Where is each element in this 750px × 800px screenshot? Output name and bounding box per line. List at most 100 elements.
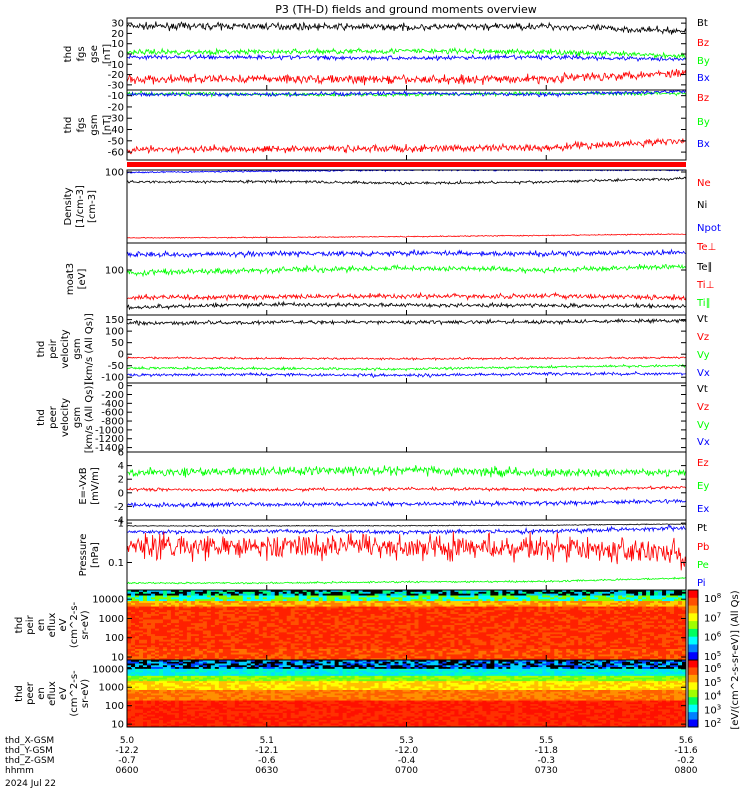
- heatmap-cell: [170, 621, 176, 624]
- heatmap-cell: [178, 604, 184, 608]
- heatmap-cell: [534, 608, 539, 611]
- heatmap-cell: [502, 604, 507, 608]
- heatmap-cell: [558, 608, 563, 611]
- heatmap-cell: [490, 630, 495, 633]
- heatmap-cell: [562, 615, 567, 619]
- heatmap-cell: [274, 630, 280, 633]
- heatmap-cell: [662, 619, 667, 622]
- heatmap-cell: [598, 604, 603, 608]
- heatmap-cell: [270, 601, 276, 604]
- heatmap-cell: [410, 628, 416, 632]
- heatmap-cell: [534, 645, 539, 648]
- heatmap-cell: [538, 628, 543, 632]
- heatmap-cell: [530, 604, 535, 608]
- heatmap-cell: [174, 643, 180, 646]
- heatmap-cell: [306, 610, 312, 613]
- heatmap-cell: [410, 615, 416, 619]
- heatmap-cell: [394, 617, 400, 621]
- heatmap-cell: [310, 621, 316, 624]
- heatmap-cell: [546, 597, 551, 600]
- heatmap-cell: [394, 623, 400, 626]
- heatmap-cell: [238, 608, 244, 611]
- y-axis-label: [km/s (All Qs)]: [84, 382, 95, 454]
- heatmap-cell: [542, 650, 547, 654]
- heatmap-cell: [558, 617, 563, 621]
- heatmap-cell: [186, 599, 192, 602]
- heatmap-cell: [354, 610, 360, 613]
- heatmap-cell: [206, 650, 212, 654]
- heatmap-cell: [182, 632, 188, 635]
- heatmap-cell: [550, 639, 555, 643]
- heatmap-cell: [470, 590, 475, 593]
- heatmap-cell: [378, 628, 384, 632]
- heatmap-cell: [186, 625, 192, 628]
- heatmap-cell: [334, 606, 340, 610]
- heatmap-cell: [466, 625, 471, 628]
- heatmap-cell: [646, 601, 651, 604]
- heatmap-cell: [302, 593, 308, 597]
- heatmap-cell: [518, 606, 523, 610]
- heatmap-cell: [478, 608, 483, 611]
- heatmap-cell: [342, 595, 348, 598]
- y-tick-label: -800: [101, 417, 124, 428]
- heatmap-cell: [462, 608, 467, 611]
- heatmap-cell: [610, 647, 615, 650]
- heatmap-cell: [642, 590, 647, 593]
- heatmap-cell: [450, 632, 456, 635]
- heatmap-cell: [346, 601, 352, 604]
- heatmap-cell: [242, 634, 248, 637]
- heatmap-cell: [426, 597, 432, 600]
- heatmap-cell: [462, 619, 467, 622]
- heatmap-cell: [166, 612, 172, 615]
- heatmap-cell: [598, 590, 603, 593]
- heatmap-cell: [274, 637, 280, 641]
- heatmap-cell: [234, 593, 240, 597]
- heatmap-cell: [246, 647, 252, 650]
- heatmap-cell: [406, 621, 412, 624]
- heatmap-cell: [162, 643, 168, 646]
- heatmap-cell: [174, 632, 180, 635]
- series-Bz: [127, 68, 686, 86]
- heatmap-cell: [474, 595, 479, 598]
- heatmap-cell: [394, 612, 400, 615]
- heatmap-cell: [298, 591, 304, 595]
- heatmap-cell: [358, 639, 364, 643]
- heatmap-cell: [542, 593, 547, 597]
- heatmap-cell: [426, 621, 432, 624]
- heatmap-cell: [290, 590, 296, 593]
- heatmap-cell: [158, 599, 164, 602]
- heatmap-cell: [442, 632, 448, 635]
- heatmap-cell: [570, 637, 575, 641]
- heatmap-cell: [266, 628, 272, 632]
- heatmap-cell: [454, 625, 459, 628]
- heatmap-cell: [598, 619, 603, 622]
- heatmap-cell: [246, 619, 252, 622]
- heatmap-cell: [418, 593, 424, 597]
- heatmap-cell: [618, 650, 623, 654]
- heatmap-cell: [626, 647, 631, 650]
- heatmap-cell: [206, 621, 212, 624]
- heatmap-cell: [238, 606, 244, 610]
- heatmap-cell: [618, 634, 623, 637]
- heatmap-cell: [354, 593, 360, 597]
- heatmap-cell: [306, 595, 312, 598]
- heatmap-cell: [366, 632, 372, 635]
- heatmap-cell: [194, 634, 200, 637]
- heatmap-cell: [446, 626, 452, 630]
- heatmap-cell: [566, 634, 571, 637]
- heatmap-cell: [406, 647, 412, 650]
- heatmap-cell: [486, 621, 491, 624]
- heatmap-cell: [654, 632, 659, 635]
- heatmap-cell: [594, 595, 599, 598]
- heatmap-cell: [674, 612, 679, 615]
- heatmap-cell: [206, 604, 212, 608]
- y-tick-label: 50: [111, 338, 124, 349]
- heatmap-cell: [290, 593, 296, 597]
- heatmap-cell: [282, 641, 288, 645]
- heatmap-cell: [622, 623, 627, 626]
- heatmap-cell: [450, 613, 456, 617]
- heatmap-cell: [174, 615, 180, 619]
- heatmap-cell: [502, 639, 507, 643]
- heatmap-cell: [250, 595, 256, 598]
- heatmap-cell: [450, 597, 456, 600]
